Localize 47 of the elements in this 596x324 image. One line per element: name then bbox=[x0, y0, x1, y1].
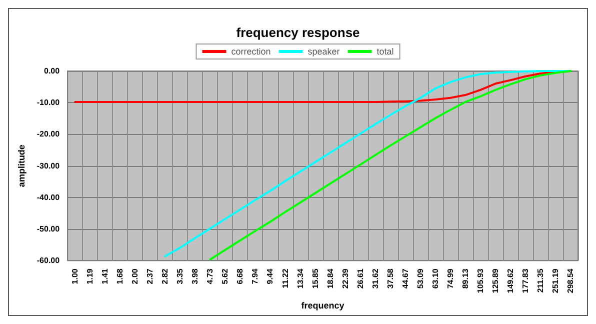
x-tick-label: 7.94 bbox=[250, 268, 260, 284]
x-tick-label: 1.00 bbox=[70, 268, 80, 284]
x-tick-label: 6.68 bbox=[236, 268, 245, 284]
x-tick-label: 1.68 bbox=[116, 268, 125, 284]
x-tick-label: 1.41 bbox=[100, 268, 110, 284]
legend-label: correction bbox=[231, 46, 271, 56]
x-tick-label: 26.61 bbox=[356, 268, 365, 289]
y-tick-label: -40.00 bbox=[36, 192, 60, 202]
x-tick-label: 22.39 bbox=[340, 268, 350, 289]
legend-label: speaker bbox=[308, 46, 340, 56]
x-tick-label: 298.54 bbox=[566, 268, 575, 294]
y-tick-label: -20.00 bbox=[36, 130, 60, 139]
x-tick-label: 4.73 bbox=[206, 268, 215, 284]
x-tick-label: 125.89 bbox=[490, 268, 500, 294]
x-tick-label: 5.62 bbox=[220, 268, 230, 284]
x-tick-label: 2.00 bbox=[130, 268, 140, 284]
x-tick-label: 149.62 bbox=[506, 268, 515, 294]
y-tick-label: -60.00 bbox=[36, 256, 60, 266]
x-axis-title: frequency bbox=[301, 300, 344, 310]
x-tick-label: 11.22 bbox=[280, 268, 290, 288]
x-tick-label: 37.58 bbox=[386, 268, 395, 289]
x-tick-label: 89.13 bbox=[460, 268, 470, 289]
x-tick-label: 251.19 bbox=[550, 268, 560, 294]
x-tick-label: 177.83 bbox=[520, 268, 530, 294]
x-tick-label: 31.62 bbox=[370, 268, 380, 289]
x-tick-label: 53.09 bbox=[416, 268, 425, 289]
legend-label: total bbox=[376, 46, 394, 56]
x-tick-label: 2.82 bbox=[160, 268, 170, 284]
y-tick-label: -30.00 bbox=[36, 161, 60, 170]
x-tick-label: 211.35 bbox=[536, 268, 545, 293]
chart-title: frequency response bbox=[236, 25, 360, 40]
x-tick-label: 74.99 bbox=[446, 268, 455, 289]
x-tick-label: 3.98 bbox=[190, 268, 200, 284]
x-tick-label: 9.44 bbox=[266, 268, 275, 284]
x-tick-label: 2.37 bbox=[146, 268, 155, 284]
x-tick-label: 13.34 bbox=[296, 268, 305, 289]
x-tick-label: 15.85 bbox=[310, 268, 320, 289]
y-tick-label: -10.00 bbox=[36, 98, 60, 108]
y-axis-title: amplitude bbox=[16, 144, 26, 188]
x-tick-label: 3.35 bbox=[176, 268, 185, 284]
x-tick-label: 18.84 bbox=[326, 268, 335, 289]
x-tick-label: 63.10 bbox=[430, 268, 440, 289]
x-tick-label: 1.19 bbox=[86, 268, 95, 284]
y-tick-label: -50.00 bbox=[36, 224, 60, 234]
y-tick-label: 0.00 bbox=[44, 66, 60, 76]
x-tick-label: 105.93 bbox=[476, 268, 485, 294]
x-tick-label: 44.67 bbox=[400, 268, 410, 289]
